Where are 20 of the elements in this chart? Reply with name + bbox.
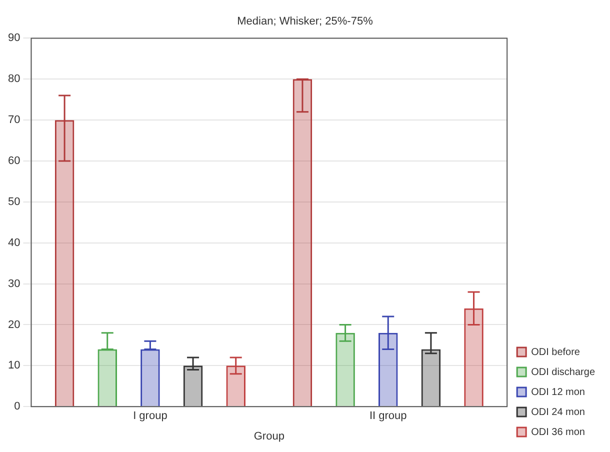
y-tick-label: 90 bbox=[8, 32, 20, 44]
y-tick-label: 0 bbox=[14, 400, 20, 413]
x-tick-label: I group bbox=[133, 410, 168, 422]
bar bbox=[292, 79, 312, 406]
y-tick-label: 30 bbox=[8, 278, 20, 290]
y-tick-label: 50 bbox=[8, 196, 20, 208]
legend-label: ODI 24 mon bbox=[531, 406, 586, 418]
y-tick-label: 40 bbox=[8, 236, 20, 249]
x-axis-title: Group bbox=[254, 430, 284, 442]
legend-label: ODI 36 mon bbox=[531, 426, 586, 438]
y-tick-label: 60 bbox=[8, 155, 20, 168]
y-tick-label: 20 bbox=[8, 318, 20, 331]
y-tick-label: 80 bbox=[8, 73, 20, 86]
x-tick-label: II group bbox=[369, 410, 407, 422]
chart-title: Median; Whisker; 25%-75% bbox=[237, 16, 374, 28]
legend-label: ODI 12 mon bbox=[531, 386, 586, 398]
y-tick-label: 10 bbox=[8, 360, 20, 372]
legend-label: ODI before bbox=[531, 346, 580, 358]
y-tick-label: 70 bbox=[8, 114, 20, 126]
legend-label: ODI discharge bbox=[531, 366, 596, 378]
